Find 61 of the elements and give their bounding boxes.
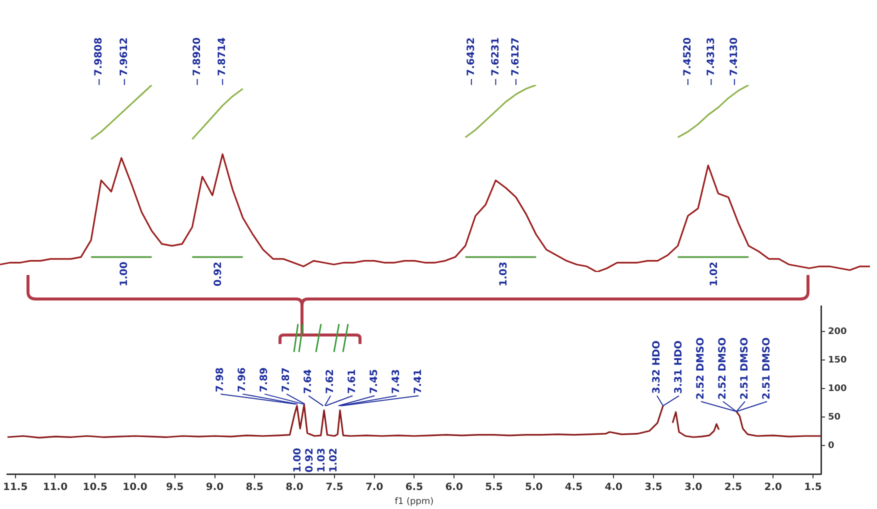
- annotation: 1.00: [119, 262, 130, 286]
- x-tick-label: 10.0: [122, 482, 148, 493]
- annotation: 7.61: [347, 369, 358, 394]
- annotation: 7.89: [259, 367, 270, 392]
- x-tick-label: 5.0: [524, 482, 543, 493]
- x-tick-label: 7.5: [326, 482, 344, 493]
- text: 7.6432: [466, 37, 478, 76]
- x-tick-label: 2.5: [724, 482, 742, 493]
- annotation: 1.00: [292, 448, 304, 473]
- x-tick-label: 5.5: [485, 482, 503, 493]
- x-axis-title: f1 (ppm): [394, 496, 434, 507]
- annotation: 1.02: [328, 448, 340, 473]
- x-tick-label: 11.5: [3, 482, 28, 493]
- annotation: 0.92: [213, 262, 224, 286]
- text: 7.4313: [706, 37, 717, 76]
- y-tick-label: 100: [828, 384, 847, 394]
- text: 7.9808: [94, 37, 105, 76]
- x-tick-label: 11.0: [42, 482, 68, 493]
- x-tick-label: 3.5: [644, 482, 662, 493]
- x-tick-label: 9.5: [166, 482, 184, 493]
- x-tick-label: 4.5: [564, 482, 583, 493]
- text: 7.9612: [119, 37, 130, 76]
- text: 7.6231: [490, 37, 502, 76]
- annotation: 1.03: [498, 262, 510, 286]
- x-tick-label: 7.0: [365, 482, 384, 493]
- text: 7.4130: [729, 37, 740, 76]
- annotation: 7.87: [281, 367, 292, 392]
- annotation: 1.03: [316, 448, 328, 473]
- y-tick-label: 50: [828, 412, 841, 423]
- annotation: 7.98: [215, 367, 226, 392]
- x-tick-label: 10.5: [82, 482, 108, 493]
- text: 7.8920: [192, 37, 203, 76]
- annotation: 7.64: [303, 369, 314, 394]
- y-tick-label: 200: [828, 327, 847, 337]
- annotation: 2.51 DMSO: [740, 337, 751, 400]
- annotation: 0.92: [304, 448, 316, 473]
- annotation: 2.52 DMSO: [718, 337, 729, 400]
- annotation: 7.43: [391, 369, 402, 394]
- annotation: 2.52 DMSO: [696, 337, 707, 400]
- annotation: 7.45: [369, 369, 380, 394]
- y-tick-label: 0: [828, 441, 834, 452]
- x-tick-label: 9.0: [206, 482, 224, 493]
- x-tick-label: 6.0: [445, 482, 463, 493]
- annotation: 7.41: [413, 369, 424, 394]
- x-tick-label: 4.0: [604, 482, 623, 493]
- x-tick-label: 3.0: [684, 482, 702, 493]
- annotation: 1.02: [708, 262, 720, 286]
- text: 7.6127: [510, 37, 522, 76]
- x-tick-label: 1.5: [804, 482, 822, 493]
- x-tick-label: 6.5: [405, 482, 424, 493]
- text: 7.8714: [217, 37, 228, 76]
- annotation: 2.51 DMSO: [762, 337, 773, 400]
- x-tick-label: 8.0: [286, 482, 304, 493]
- annotation: 3.32 HDO: [652, 340, 663, 394]
- x-tick-label: 2.0: [764, 482, 782, 493]
- annotation: 3.31 HDO: [674, 340, 685, 394]
- y-tick-label: 150: [828, 356, 847, 366]
- annotation: 7.62: [325, 369, 336, 394]
- x-tick-label: 8.5: [246, 482, 264, 493]
- annotation: 7.96: [237, 367, 248, 392]
- text: 7.4520: [682, 37, 694, 76]
